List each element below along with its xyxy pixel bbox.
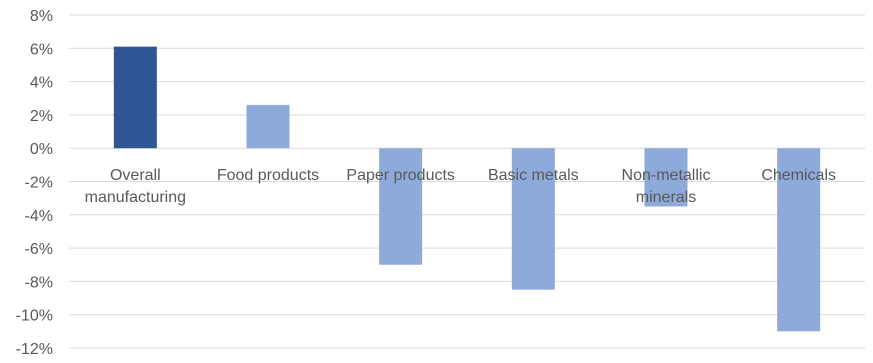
bar	[246, 104, 290, 149]
y-tick-label: 2%	[30, 108, 53, 125]
category-label-line: Food products	[217, 167, 319, 184]
y-axis-tick-labels: 8% 6% 4% 2% 0% -2% -4% -6% -8% -10% -12%	[16, 8, 53, 358]
y-tick-label: 0%	[30, 141, 53, 158]
y-tick-label: -6%	[25, 241, 53, 258]
bar	[644, 148, 688, 207]
bar	[113, 46, 157, 149]
category-label: Non-metallic minerals	[622, 167, 711, 206]
y-tick-label: -12%	[16, 341, 53, 358]
y-tick-label: -2%	[25, 175, 53, 192]
category-label: Overall manufacturing	[85, 167, 186, 206]
y-tick-label: 4%	[30, 75, 53, 92]
gridlines	[69, 14, 865, 349]
category-label-line: Chemicals	[761, 167, 836, 184]
category-label-line: Non-metallic	[622, 167, 711, 184]
y-tick-label: -8%	[25, 274, 53, 291]
category-label-line: Overall	[110, 167, 161, 184]
y-tick-label: -10%	[16, 308, 53, 325]
y-tick-label: 6%	[30, 41, 53, 58]
bars	[113, 46, 821, 332]
bar	[511, 148, 555, 290]
bar	[379, 148, 423, 265]
y-tick-label: -4%	[25, 208, 53, 225]
category-label-line: manufacturing	[85, 189, 186, 206]
bar	[777, 148, 821, 332]
category-label: Basic metals	[488, 167, 579, 184]
category-label: Paper products	[346, 167, 455, 184]
y-tick-label: 8%	[30, 8, 53, 25]
category-label-line: minerals	[636, 189, 696, 206]
category-label-line: Basic metals	[488, 167, 579, 184]
category-label: Food products	[217, 167, 319, 184]
category-label: Chemicals	[761, 167, 836, 184]
category-labels: Overall manufacturing Food products Paper p…	[85, 167, 836, 206]
category-label-line: Paper products	[346, 167, 455, 184]
